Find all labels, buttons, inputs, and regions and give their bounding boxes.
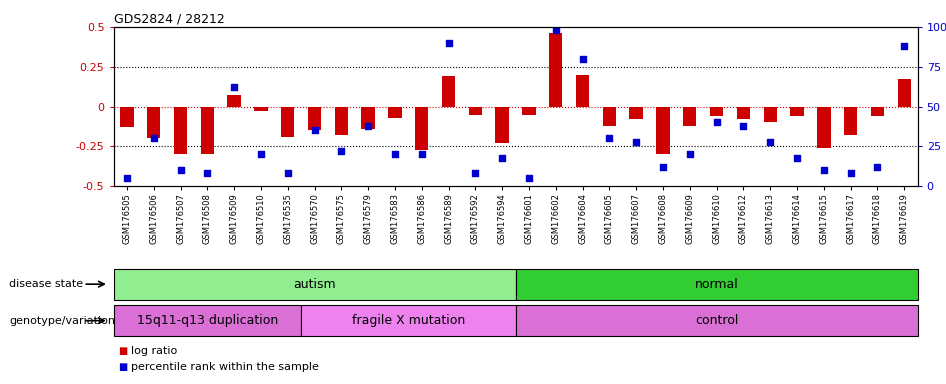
Bar (576, 74, 589, 107)
Bar (114, 305, 301, 336)
Point (307, 127, 322, 134)
Bar (227, 95, 241, 107)
Bar (307, 107, 322, 131)
Text: ■: ■ (118, 362, 128, 372)
Bar (737, 107, 750, 119)
Bar (683, 107, 696, 126)
Text: disease state: disease state (9, 279, 83, 289)
Point (414, 151, 429, 157)
Bar (201, 107, 214, 154)
Bar (710, 107, 724, 116)
Bar (335, 107, 348, 135)
Point (227, 84, 242, 91)
Point (816, 167, 832, 174)
Point (495, 154, 510, 161)
Bar (817, 107, 831, 148)
Bar (468, 107, 482, 114)
Point (254, 151, 269, 157)
Text: ■: ■ (118, 346, 128, 356)
Point (656, 164, 671, 170)
Point (146, 136, 161, 142)
Point (119, 175, 134, 181)
Bar (442, 76, 455, 107)
Text: autism: autism (293, 278, 336, 291)
Point (762, 139, 778, 145)
Text: fragile X mutation: fragile X mutation (352, 314, 465, 327)
Point (602, 136, 617, 142)
Bar (388, 107, 402, 118)
Bar (657, 107, 670, 154)
Bar (898, 79, 911, 107)
Bar (522, 107, 535, 114)
Point (575, 56, 590, 62)
Bar (301, 305, 516, 336)
Bar (114, 269, 516, 300)
Point (897, 43, 912, 49)
Text: control: control (695, 314, 738, 327)
Point (736, 122, 751, 129)
Text: percentile rank within the sample: percentile rank within the sample (131, 362, 319, 372)
Bar (147, 107, 161, 139)
Bar (763, 107, 777, 122)
Point (334, 148, 349, 154)
Bar (516, 305, 918, 336)
Point (388, 151, 403, 157)
Point (280, 170, 295, 177)
Bar (516, 269, 918, 300)
Point (870, 164, 885, 170)
Point (789, 154, 804, 161)
Point (173, 167, 188, 174)
Text: normal: normal (694, 278, 739, 291)
Point (682, 151, 697, 157)
Bar (281, 107, 294, 137)
Point (200, 170, 215, 177)
Point (441, 40, 456, 46)
Point (360, 122, 376, 129)
Point (629, 139, 644, 145)
Text: GDS2824 / 28212: GDS2824 / 28212 (114, 13, 224, 26)
Bar (415, 107, 429, 150)
Bar (254, 107, 268, 111)
Point (843, 170, 858, 177)
Bar (120, 107, 133, 127)
Point (467, 170, 482, 177)
Bar (496, 107, 509, 143)
Bar (174, 107, 187, 154)
Bar (603, 107, 616, 126)
Point (521, 175, 536, 181)
Bar (844, 107, 857, 135)
Point (710, 119, 725, 126)
Text: log ratio: log ratio (131, 346, 177, 356)
Text: 15q11-q13 duplication: 15q11-q13 duplication (137, 314, 278, 327)
Bar (870, 107, 885, 116)
Bar (629, 107, 643, 119)
Bar (790, 107, 804, 116)
Bar (361, 107, 375, 129)
Text: genotype/variation: genotype/variation (9, 316, 115, 326)
Bar (549, 33, 563, 107)
Point (549, 27, 564, 33)
